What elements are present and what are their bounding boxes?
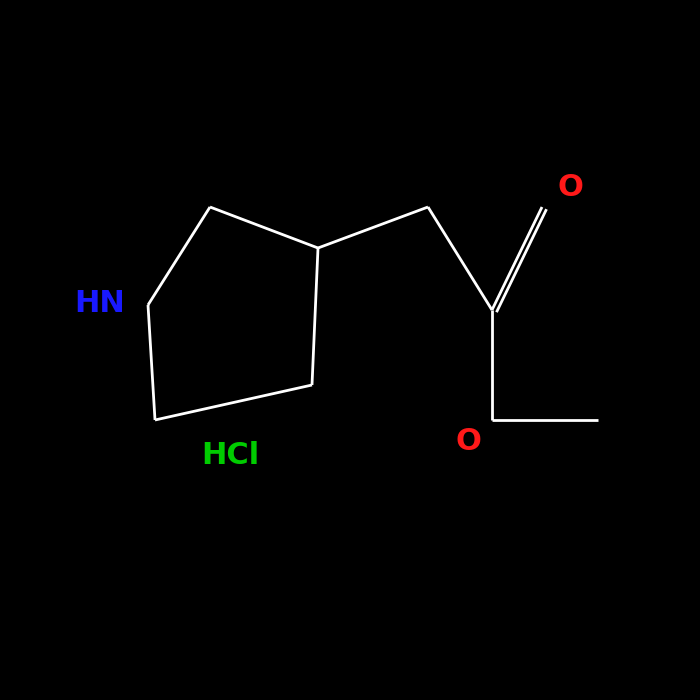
Text: O: O — [455, 428, 481, 456]
Text: O: O — [557, 174, 583, 202]
Text: HN: HN — [75, 288, 125, 318]
Text: HCl: HCl — [201, 440, 259, 470]
